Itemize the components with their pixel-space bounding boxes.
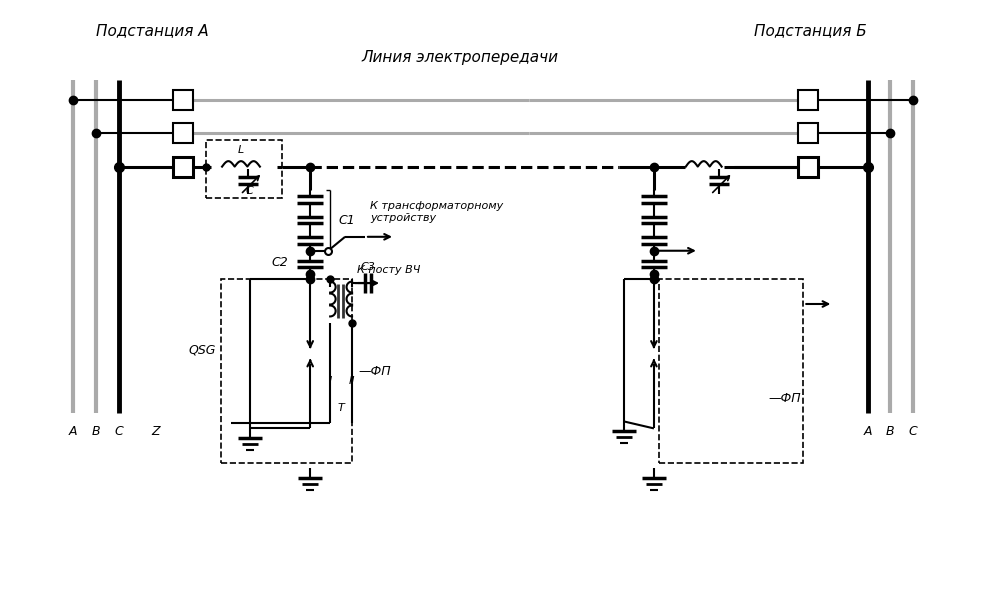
Text: С: С (115, 425, 123, 439)
Text: К посту ВЧ: К посту ВЧ (357, 265, 421, 275)
Text: —ФП: —ФП (768, 393, 801, 405)
Bar (206, 140, 283, 199)
Bar (798, 90, 818, 110)
Text: Z: Z (152, 425, 160, 439)
Text: Линия электропередачи: Линия электропередачи (362, 50, 558, 65)
Bar (173, 90, 193, 110)
Bar (798, 156, 818, 176)
Text: С: С (246, 187, 254, 196)
Text: С: С (908, 425, 917, 439)
Text: А: А (69, 425, 77, 439)
Text: Подстанция А: Подстанция А (96, 24, 209, 38)
Text: С3: С3 (361, 262, 376, 272)
Bar (798, 123, 818, 143)
Text: В: В (92, 425, 100, 439)
Text: Т: Т (338, 403, 345, 414)
Text: QSG: QSG (188, 344, 216, 357)
Text: С2: С2 (272, 256, 289, 269)
Text: В: В (886, 425, 894, 439)
Text: I: I (329, 376, 332, 385)
Text: С1: С1 (338, 214, 355, 226)
Text: —ФП: —ФП (358, 365, 391, 378)
Text: L: L (238, 145, 244, 155)
Bar (173, 156, 193, 176)
Bar (659, 279, 803, 463)
Text: К трансформаторному
устройству: К трансформаторному устройству (370, 201, 503, 223)
Text: А: А (864, 425, 872, 439)
Text: II: II (349, 376, 356, 385)
Text: Подстанция Б: Подстанция Б (753, 24, 866, 38)
Bar (173, 123, 193, 143)
Bar (221, 279, 352, 463)
